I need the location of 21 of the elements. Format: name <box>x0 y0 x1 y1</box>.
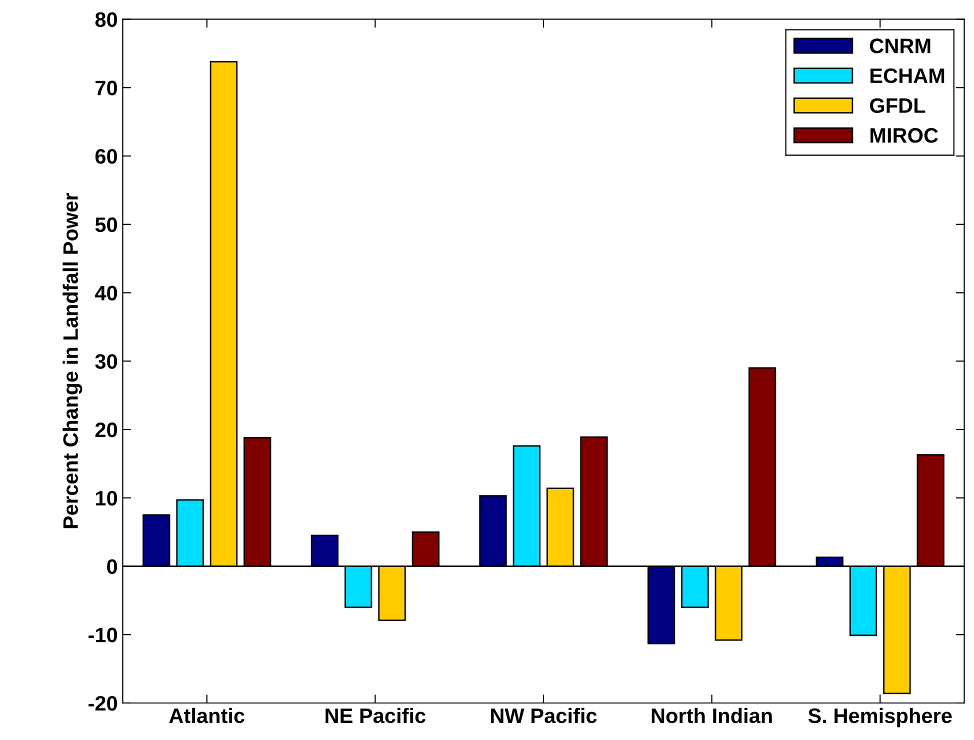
y-tick-label: 10 <box>96 490 118 506</box>
y-tick-label: 70 <box>96 80 118 96</box>
y-axis-title: Percent Change in Landfall Power <box>62 192 82 528</box>
y-tick-label: 50 <box>95 217 118 232</box>
y-tick-label: 20 <box>95 422 118 438</box>
legend-label: ECHAM <box>870 68 944 84</box>
legend-label: GFDL <box>870 98 926 113</box>
y-tick-label: -10 <box>88 628 118 642</box>
y-tick-label: 0 <box>107 559 118 574</box>
x-tick-label: North Indian <box>652 708 772 724</box>
x-tick-label: S. Hemisphere <box>808 708 952 728</box>
y-tick-label: 60 <box>95 148 118 164</box>
x-tick-label: NE Pacific <box>326 708 426 724</box>
legend-label: MIROC <box>870 128 938 143</box>
legend-label: CNRM <box>870 38 930 54</box>
y-tick-label: -20 <box>88 696 118 711</box>
y-tick-label: 40 <box>95 286 118 300</box>
x-tick-label: Atlantic <box>169 708 244 724</box>
y-tick-label: 80 <box>95 12 118 27</box>
x-tick-label: NW Pacific <box>491 708 597 724</box>
y-tick-label: 30 <box>95 354 118 369</box>
